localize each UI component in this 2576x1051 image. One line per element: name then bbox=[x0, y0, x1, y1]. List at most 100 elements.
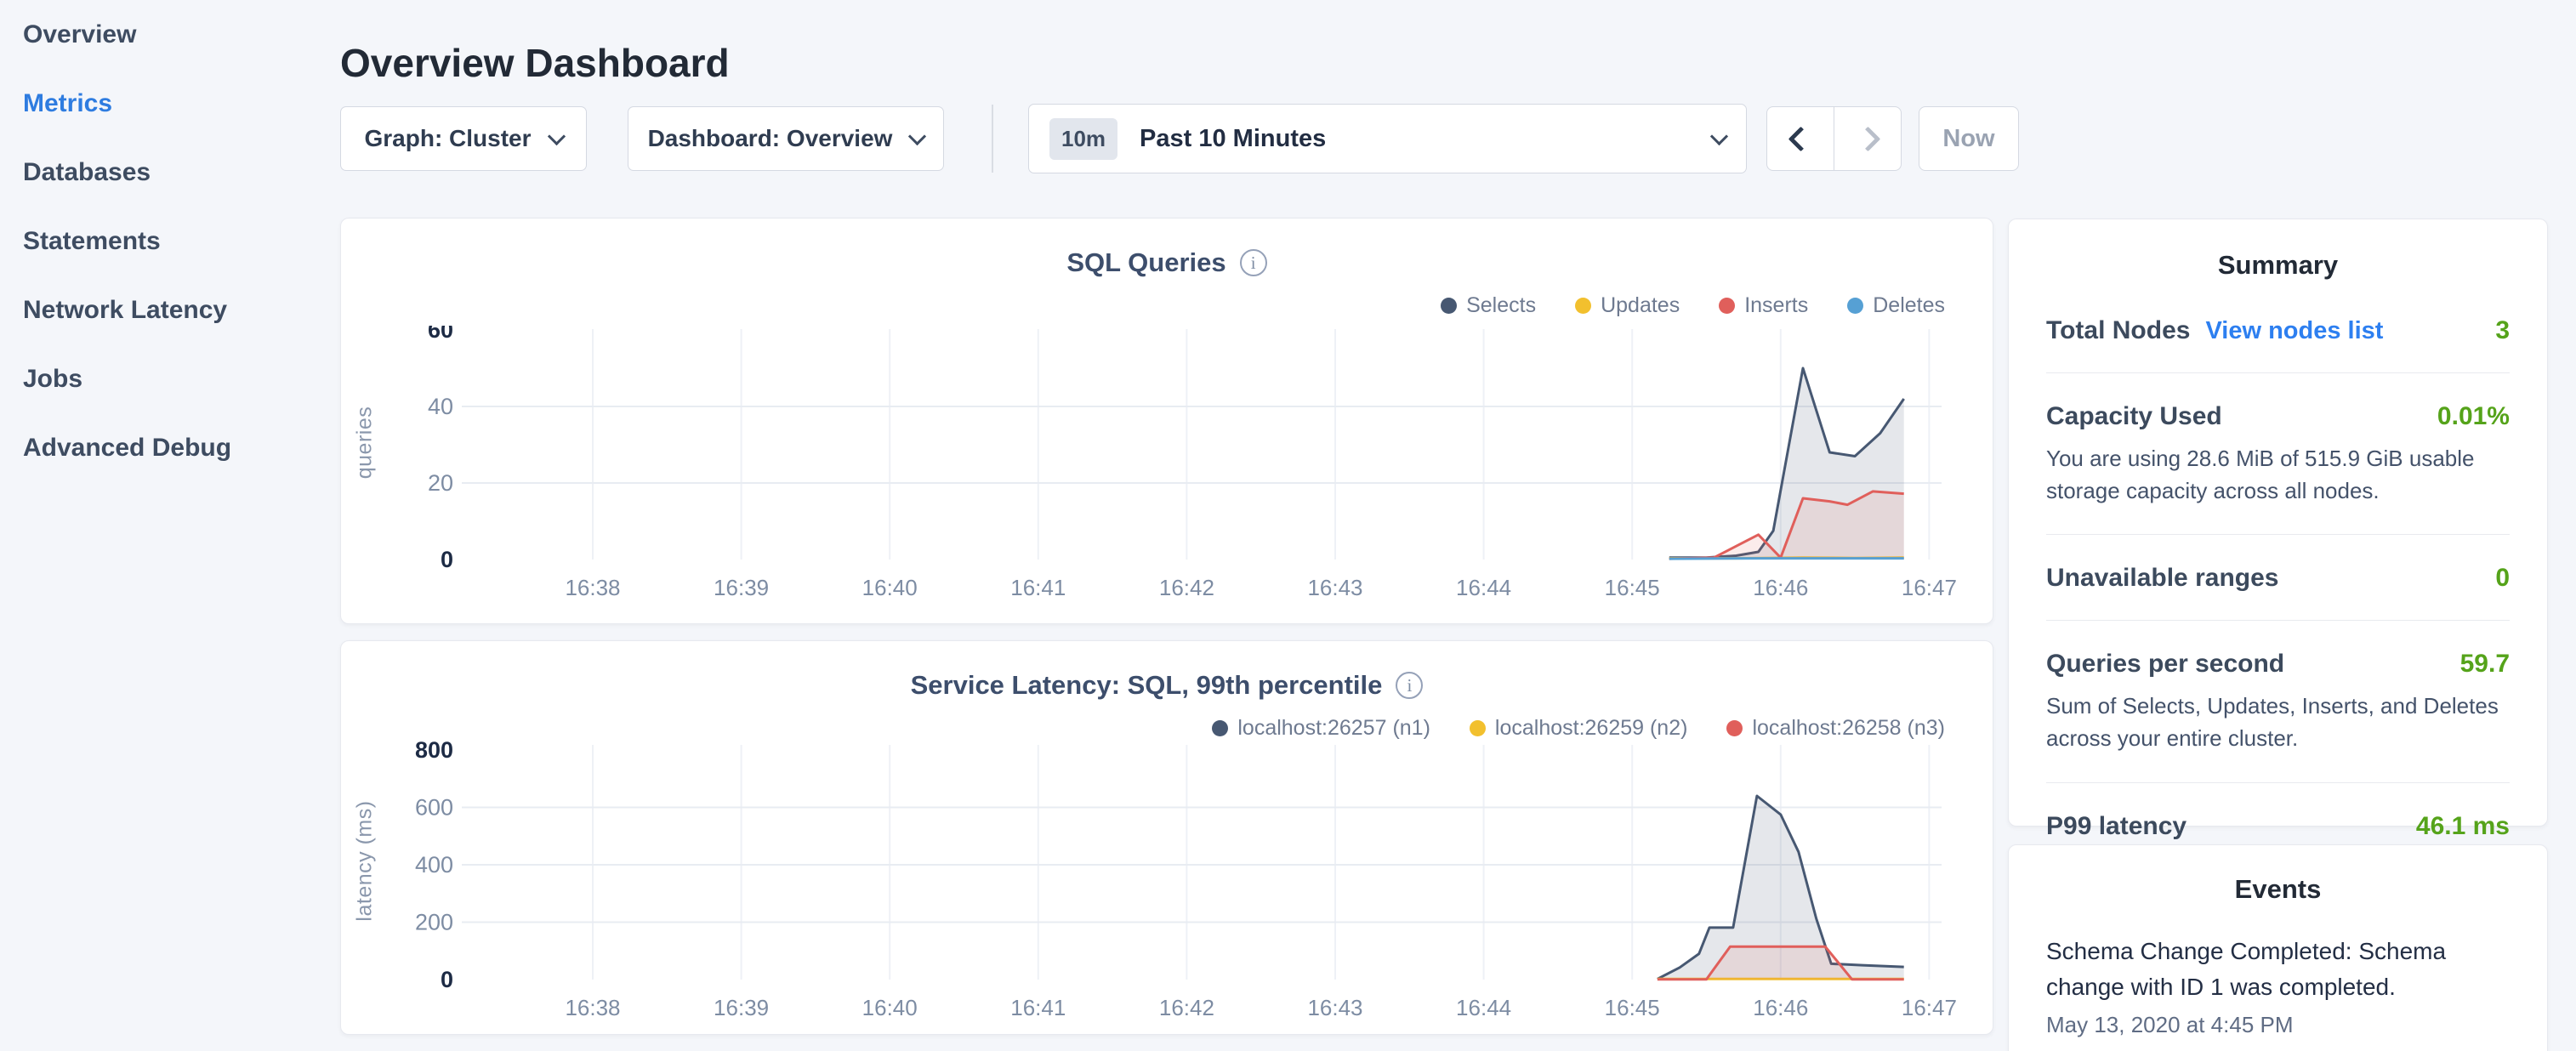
time-step-buttons bbox=[1766, 106, 1902, 171]
total-nodes-label: Total Nodes bbox=[2046, 316, 2190, 345]
now-button[interactable]: Now bbox=[1919, 106, 2019, 171]
x-tick-label: 16:47 bbox=[1902, 995, 1957, 1020]
legend-dot-icon bbox=[1212, 720, 1228, 736]
legend-item[interactable]: localhost:26259 (n2) bbox=[1470, 716, 1688, 741]
sidebar-item-metrics[interactable]: Metrics bbox=[23, 89, 340, 158]
legend-dot-icon bbox=[1719, 298, 1735, 314]
summary-row-p99-latency: P99 latency 46.1 ms bbox=[2046, 812, 2510, 841]
chevron-right-icon bbox=[1855, 126, 1880, 151]
x-tick-label: 16:38 bbox=[565, 575, 620, 600]
x-tick-label: 16:41 bbox=[1010, 995, 1066, 1020]
legend-label: localhost:26257 (n1) bbox=[1237, 716, 1430, 741]
summary-title: Summary bbox=[2046, 250, 2510, 281]
chevron-down-icon bbox=[547, 127, 565, 145]
events-panel: Events Schema Change Completed: Schema c… bbox=[2008, 844, 2548, 1051]
chart-legend: Selects Updates Inserts Deletes bbox=[1441, 293, 1945, 318]
sidebar-item-overview[interactable]: Overview bbox=[23, 20, 340, 89]
time-range-selector[interactable]: 10m Past 10 Minutes bbox=[1028, 104, 1747, 173]
info-icon[interactable] bbox=[1396, 672, 1423, 699]
x-tick-label: 16:38 bbox=[565, 995, 620, 1020]
qps-description: Sum of Selects, Updates, Inserts, and De… bbox=[2046, 690, 2510, 754]
summary-row-total-nodes: Total Nodes View nodes list 3 bbox=[2046, 316, 2510, 345]
chevron-left-icon bbox=[1788, 126, 1813, 151]
legend-label: Inserts bbox=[1744, 293, 1808, 318]
summary-row-capacity: Capacity Used 0.01% bbox=[2046, 402, 2510, 431]
capacity-used-description: You are using 28.6 MiB of 515.9 GiB usab… bbox=[2046, 443, 2510, 507]
y-tick-label: 600 bbox=[415, 795, 453, 821]
x-tick-label: 16:41 bbox=[1010, 575, 1066, 600]
series-line bbox=[1669, 559, 1904, 560]
legend-item[interactable]: Deletes bbox=[1847, 293, 1945, 318]
legend-item[interactable]: Selects bbox=[1441, 293, 1536, 318]
summary-panel: Summary Total Nodes View nodes list 3 Ca… bbox=[2008, 219, 2548, 827]
x-tick-label: 16:44 bbox=[1456, 575, 1511, 600]
sidebar-item-advanced-debug[interactable]: Advanced Debug bbox=[23, 434, 340, 503]
legend-dot-icon bbox=[1726, 720, 1743, 736]
legend-label: localhost:26259 (n2) bbox=[1495, 716, 1688, 741]
x-tick-label: 16:46 bbox=[1753, 995, 1808, 1020]
events-list: Schema Change Completed: Schema change w… bbox=[2046, 934, 2510, 1038]
view-nodes-list-link[interactable]: View nodes list bbox=[2205, 317, 2383, 345]
chart-title: SQL Queries bbox=[1066, 247, 1225, 278]
chevron-down-icon bbox=[1710, 127, 1728, 145]
time-forward-button[interactable] bbox=[1834, 106, 1902, 171]
info-icon[interactable] bbox=[1240, 249, 1267, 276]
sidebar-item-network-latency[interactable]: Network Latency bbox=[23, 296, 340, 365]
y-tick-label: 0 bbox=[441, 967, 453, 992]
x-tick-label: 16:39 bbox=[714, 575, 769, 600]
legend-item[interactable]: localhost:26257 (n1) bbox=[1212, 716, 1430, 741]
chart-title: Service Latency: SQL, 99th percentile bbox=[911, 670, 1383, 701]
y-tick-label: 60 bbox=[428, 326, 453, 343]
qps-value: 59.7 bbox=[2460, 650, 2510, 679]
capacity-used-label: Capacity Used bbox=[2046, 402, 2222, 431]
sidebar-item-databases[interactable]: Databases bbox=[23, 158, 340, 227]
x-tick-label: 16:47 bbox=[1902, 575, 1957, 600]
dashboard-dropdown[interactable]: Dashboard: Overview bbox=[628, 106, 944, 171]
x-tick-label: 16:45 bbox=[1605, 995, 1660, 1020]
chart-plot: 16:3816:3916:4016:4116:4216:4316:4416:45… bbox=[367, 741, 1995, 1022]
dashboard-controls: Graph: Cluster Dashboard: Overview 10m P… bbox=[340, 104, 2019, 173]
legend-item[interactable]: Inserts bbox=[1719, 293, 1808, 318]
x-tick-label: 16:43 bbox=[1307, 995, 1362, 1020]
sql-queries-chart-card: SQL Queries Selects Updates Inserts Deletes… bbox=[340, 218, 1993, 624]
time-range-badge: 10m bbox=[1049, 118, 1117, 160]
x-tick-label: 16:40 bbox=[862, 575, 918, 600]
legend-label: localhost:26258 (n3) bbox=[1752, 716, 1945, 741]
events-title: Events bbox=[2046, 874, 2510, 905]
qps-label: Queries per second bbox=[2046, 650, 2284, 679]
y-tick-label: 40 bbox=[428, 394, 453, 419]
capacity-used-value: 0.01% bbox=[2437, 402, 2510, 431]
chart-legend: localhost:26257 (n1) localhost:26259 (n2)… bbox=[1212, 716, 1945, 741]
x-tick-label: 16:44 bbox=[1456, 995, 1511, 1020]
x-tick-label: 16:46 bbox=[1753, 575, 1808, 600]
sidebar-item-statements[interactable]: Statements bbox=[23, 227, 340, 296]
y-tick-label: 200 bbox=[415, 910, 453, 935]
chart-plot: 16:3816:3916:4016:4116:4216:4316:4416:45… bbox=[367, 326, 1995, 602]
legend-item[interactable]: localhost:26258 (n3) bbox=[1726, 716, 1945, 741]
graph-dropdown-label: Graph: Cluster bbox=[364, 125, 531, 152]
time-back-button[interactable] bbox=[1766, 106, 1834, 171]
graph-dropdown[interactable]: Graph: Cluster bbox=[340, 106, 587, 171]
legend-dot-icon bbox=[1470, 720, 1486, 736]
x-tick-label: 16:45 bbox=[1605, 575, 1660, 600]
event-timestamp: May 13, 2020 at 4:45 PM bbox=[2046, 1012, 2510, 1038]
legend-item[interactable]: Updates bbox=[1575, 293, 1680, 318]
chart-header: Service Latency: SQL, 99th percentile bbox=[341, 670, 1993, 701]
sidebar-item-jobs[interactable]: Jobs bbox=[23, 365, 340, 434]
controls-divider bbox=[992, 105, 993, 173]
service-latency-chart-card: Service Latency: SQL, 99th percentile lo… bbox=[340, 640, 1993, 1035]
time-range-label: Past 10 Minutes bbox=[1140, 125, 1326, 153]
admin-ui-page: OverviewMetricsDatabasesStatementsNetwor… bbox=[0, 0, 2576, 1051]
x-tick-label: 16:43 bbox=[1307, 575, 1362, 600]
legend-label: Selects bbox=[1466, 293, 1536, 318]
summary-row-unavailable-ranges: Unavailable ranges 0 bbox=[2046, 564, 2510, 593]
chevron-down-icon bbox=[908, 127, 926, 145]
event-text[interactable]: Schema Change Completed: Schema change w… bbox=[2046, 934, 2510, 1005]
y-tick-label: 20 bbox=[428, 470, 453, 496]
total-nodes-value: 3 bbox=[2495, 316, 2510, 345]
dashboard-dropdown-label: Dashboard: Overview bbox=[648, 125, 893, 152]
chart-header: SQL Queries bbox=[341, 247, 1993, 278]
divider bbox=[2046, 534, 2510, 535]
legend-dot-icon bbox=[1575, 298, 1591, 314]
legend-dot-icon bbox=[1847, 298, 1863, 314]
